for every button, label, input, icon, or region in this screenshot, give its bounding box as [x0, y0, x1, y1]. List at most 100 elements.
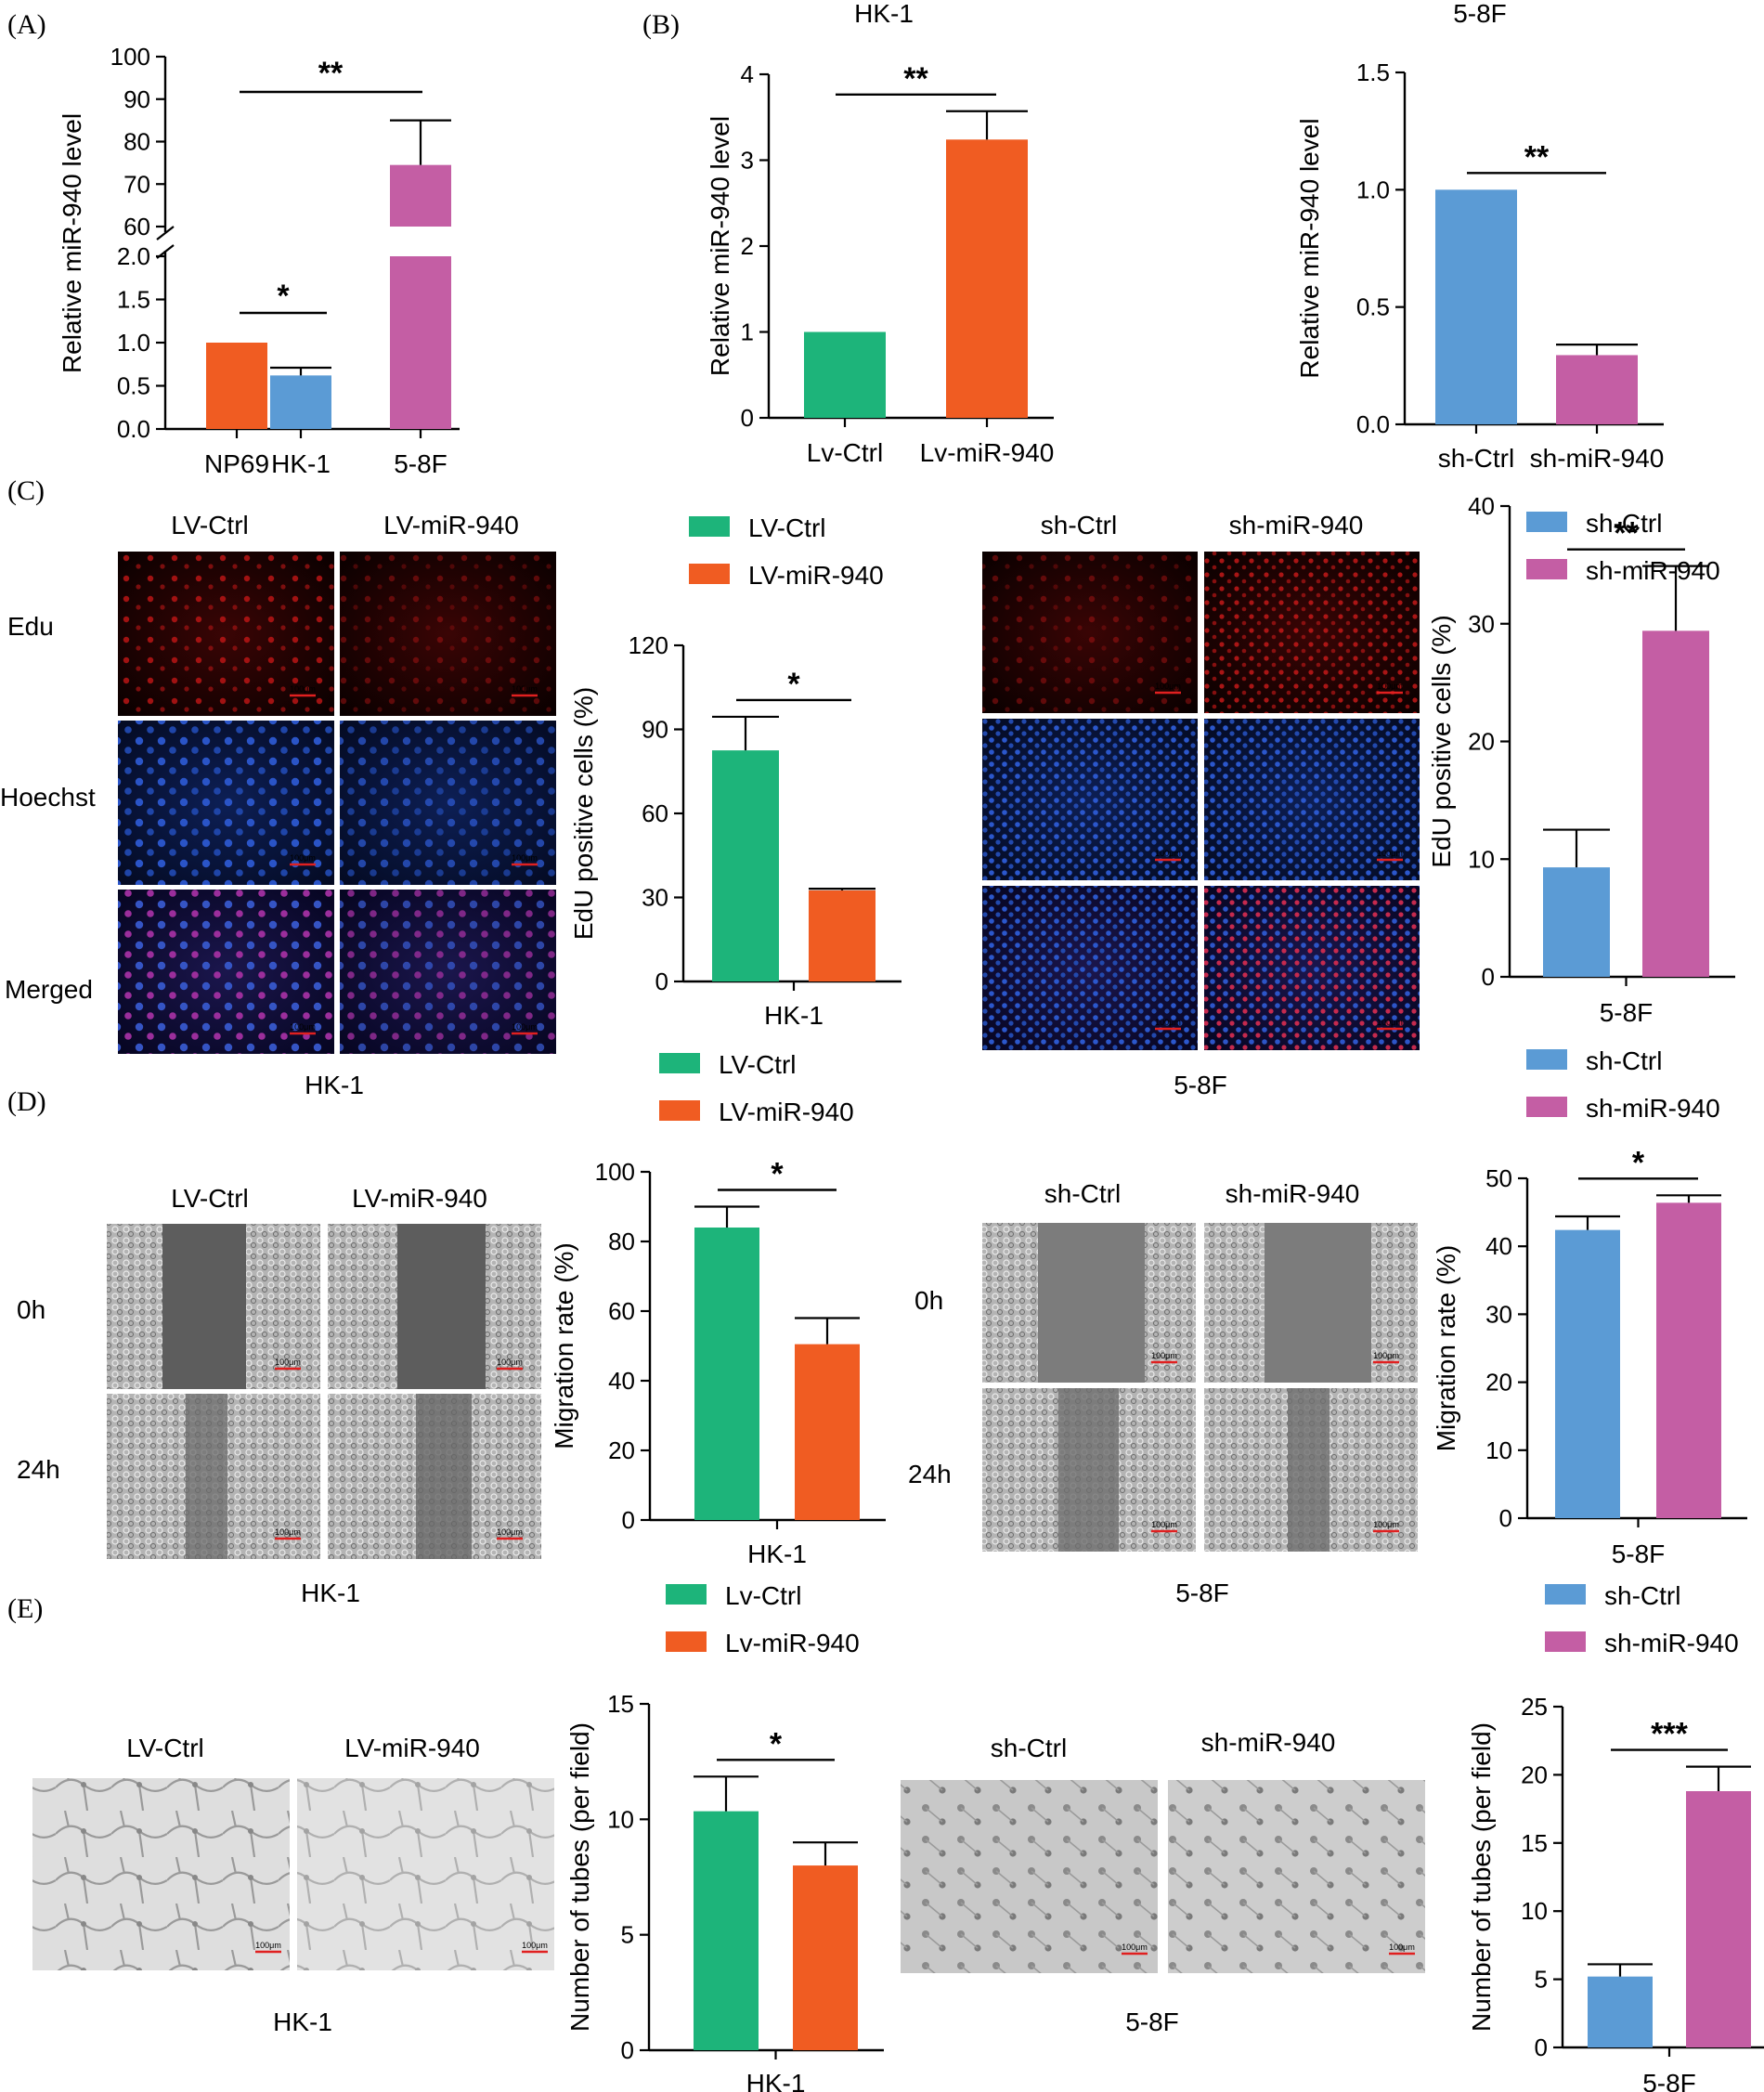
y-tick-label: 0	[655, 968, 668, 995]
y-tick-label: 0.0	[1356, 410, 1390, 438]
legend-swatch-lv-ctrl-d	[659, 1053, 700, 1073]
d-row-label-24h: 24h	[17, 1455, 60, 1484]
significance-marker: *	[1632, 1145, 1645, 1180]
chart-title: 5-8F	[1453, 0, 1507, 28]
tube-network-sh-mir940	[1168, 1780, 1425, 1973]
scale-bars: 100μm 100μm 100μm 100μm 100μm 100μm 100μm 100μm…	[255, 682, 1415, 1956]
e-col-label-sh-ctrl: sh-Ctrl	[991, 1734, 1067, 1762]
scale-bar-label: 100μm	[1389, 1943, 1415, 1952]
legend-e-right: sh-Ctrl sh-miR-940	[1545, 1581, 1739, 1657]
bar	[795, 1344, 860, 1520]
y-tick-label: 90	[642, 716, 668, 744]
c-micrographs-left: LV-Ctrl LV-miR-940 Edu Hoechst Merged HK…	[0, 511, 556, 1099]
y-tick-label: 15	[1521, 1829, 1548, 1857]
significance-marker: **	[1614, 516, 1639, 552]
y-tick-label: 0	[622, 1506, 635, 1534]
scratch-gap-24h-lv-mir940	[416, 1394, 472, 1559]
significance-marker: **	[903, 61, 928, 97]
x-axis-label: HK-1	[746, 2069, 806, 2092]
scale-bar-label: 100μm	[290, 684, 316, 694]
y-axis-label: Relative miR-940 level	[58, 113, 86, 373]
scale-bar-label: 100μm	[1155, 682, 1181, 691]
y-tick-label: 100	[595, 1158, 635, 1186]
legend-swatch-sh-mir940	[1526, 559, 1567, 579]
scale-bar-label: 100μm	[1151, 1351, 1177, 1360]
y-tick-label: 1	[741, 318, 754, 346]
scale-bar-label: 100μm	[1377, 682, 1403, 691]
y-tick-label: 0	[1535, 2034, 1548, 2061]
bar	[1588, 1976, 1653, 2047]
d-col-label-lv-mir940: LV-miR-940	[352, 1184, 487, 1213]
legend-swatch-lv-ctrl	[689, 516, 730, 537]
x-axis-label: HK-1	[764, 1001, 824, 1030]
legend-swatch-lv-mir940	[689, 564, 730, 584]
legend-label-lv-mir940-d: LV-miR-940	[719, 1098, 854, 1126]
d-caption-5-8f: 5-8F	[1175, 1579, 1229, 1607]
scale-bar-label: 100μm	[522, 1941, 548, 1950]
merged-cells-lv-ctrl	[118, 890, 334, 1054]
y-tick-label: 60	[642, 799, 668, 827]
y-tick-label: 5	[1535, 1966, 1548, 1994]
merged-cells-sh-ctrl	[982, 886, 1198, 1050]
bar	[946, 139, 1028, 419]
scale-bar-label: 100μm	[497, 1358, 523, 1367]
y-tick-label: 120	[629, 631, 668, 659]
e-col-label-lv-ctrl: LV-Ctrl	[126, 1734, 204, 1762]
y-tick-label: 0	[621, 2036, 634, 2064]
e-caption-5-8f: 5-8F	[1125, 2008, 1179, 2036]
panel-label-d: (D)	[7, 1086, 46, 1117]
significance-marker: *	[771, 1157, 784, 1192]
d-caption-hk1: HK-1	[301, 1579, 360, 1607]
y-tick-label: 10	[1468, 845, 1495, 873]
x-axis-label: HK-1	[747, 1540, 807, 1568]
scratch-gap-0h-sh-ctrl	[1038, 1223, 1145, 1383]
x-category-label: Lv-miR-940	[920, 438, 1055, 467]
bar	[1435, 189, 1517, 424]
scale-bar-label: 100μm	[512, 684, 538, 694]
y-axis-label: Migration rate (%)	[550, 1242, 578, 1449]
legend-swatch-sh-ctrl-e	[1545, 1584, 1586, 1605]
legend-label-sh-ctrl-d: sh-Ctrl	[1586, 1046, 1662, 1075]
merged-cells-sh-mir940	[1204, 886, 1420, 1050]
scale-bar-label: 100μm	[1373, 1520, 1399, 1529]
bar	[1556, 355, 1638, 424]
c-row-label-hoechst: Hoechst	[0, 783, 96, 812]
panel-label-b: (B)	[642, 9, 680, 40]
scratch-gap-0h-lv-mir940	[397, 1224, 486, 1389]
y-tick-label: 1.0	[117, 329, 150, 357]
x-category-label: HK-1	[271, 449, 331, 478]
e-micrographs-left: LV-Ctrl LV-miR-940 HK-1	[32, 1734, 554, 2036]
scale-bar-label: 100μm	[1122, 1943, 1148, 1952]
y-tick-label: 20	[608, 1436, 635, 1464]
edu-cells-sh-ctrl	[982, 552, 1198, 713]
c-micrographs-right: sh-Ctrl sh-miR-940 5-8F	[982, 511, 1420, 1099]
scale-bar-label: 100μm	[275, 1358, 301, 1367]
c-caption-hk1: HK-1	[305, 1071, 364, 1099]
x-axis-label: 5-8F	[1642, 2069, 1696, 2092]
legend-swatch-sh-ctrl	[1526, 512, 1567, 532]
y-tick-label: 40	[1485, 1232, 1512, 1260]
y-tick-label: 0	[741, 404, 754, 432]
chart-d-5-8f-migration: 0 10 20 30 40 50 5-8F Migration rate (%) *	[1432, 1145, 1747, 1568]
x-axis-label: 5-8F	[1612, 1540, 1666, 1568]
bar	[1642, 630, 1709, 977]
y-tick-label: 10	[1521, 1897, 1548, 1925]
y-tick-label: 25	[1521, 1693, 1548, 1721]
c-row-label-edu: Edu	[7, 612, 54, 641]
bar	[1656, 1202, 1721, 1518]
y-tick-label: 10	[607, 1805, 634, 1833]
y-tick-label: 0.5	[1356, 293, 1390, 321]
chart-title: HK-1	[854, 0, 914, 28]
legend-e-mid: Lv-Ctrl Lv-miR-940	[666, 1581, 860, 1657]
significance-marker: ***	[1651, 1717, 1688, 1752]
bar	[694, 1811, 759, 2050]
c-row-label-merged: Merged	[5, 975, 93, 1004]
chart-c-5-8f-edu: 0 10 20 30 40 5-8F EdU positive cells (%) **	[1427, 492, 1735, 1027]
y-tick-label: 0.5	[117, 372, 150, 400]
d-micrographs-left: LV-Ctrl LV-miR-940 0h 24h HK-1	[17, 1184, 541, 1607]
chart-e-5-8f-tubes: 0 5 10 15 20 25 5-8F Number of tubes (per field…	[1467, 1693, 1764, 2092]
hoechst-cells-lv-ctrl	[118, 721, 334, 885]
bar	[712, 750, 779, 981]
